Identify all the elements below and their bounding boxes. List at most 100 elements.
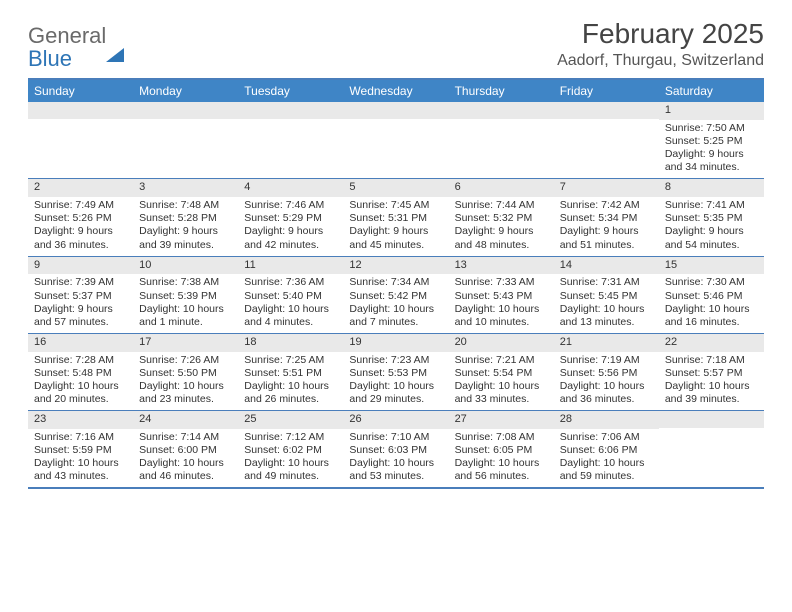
daylight-text: Daylight: 10 hours and 29 minutes. bbox=[349, 380, 442, 406]
sunrise-text: Sunrise: 7:50 AM bbox=[665, 122, 758, 135]
calendar-week: 1Sunrise: 7:50 AMSunset: 5:25 PMDaylight… bbox=[28, 102, 764, 178]
daylight-text: Daylight: 10 hours and 10 minutes. bbox=[455, 303, 548, 329]
title-block: February 2025 Aadorf, Thurgau, Switzerla… bbox=[557, 18, 764, 70]
day-details: Sunrise: 7:31 AMSunset: 5:45 PMDaylight:… bbox=[554, 274, 659, 333]
sunset-text: Sunset: 5:51 PM bbox=[244, 367, 337, 380]
day-number: 3 bbox=[133, 179, 238, 197]
sunset-text: Sunset: 5:42 PM bbox=[349, 290, 442, 303]
day-number bbox=[449, 102, 554, 119]
calendar-cell: 17Sunrise: 7:26 AMSunset: 5:50 PMDayligh… bbox=[133, 334, 238, 410]
sunrise-text: Sunrise: 7:18 AM bbox=[665, 354, 758, 367]
day-number: 28 bbox=[554, 411, 659, 429]
day-number bbox=[659, 411, 764, 428]
day-number: 16 bbox=[28, 334, 133, 352]
day-details: Sunrise: 7:49 AMSunset: 5:26 PMDaylight:… bbox=[28, 197, 133, 256]
sunrise-text: Sunrise: 7:42 AM bbox=[560, 199, 653, 212]
sunrise-text: Sunrise: 7:48 AM bbox=[139, 199, 232, 212]
calendar-cell-empty bbox=[449, 102, 554, 178]
day-number: 7 bbox=[554, 179, 659, 197]
day-number: 25 bbox=[238, 411, 343, 429]
calendar: SundayMondayTuesdayWednesdayThursdayFrid… bbox=[28, 78, 764, 489]
day-number: 12 bbox=[343, 257, 448, 275]
sunset-text: Sunset: 5:39 PM bbox=[139, 290, 232, 303]
day-number: 21 bbox=[554, 334, 659, 352]
daylight-text: Daylight: 10 hours and 36 minutes. bbox=[560, 380, 653, 406]
sunset-text: Sunset: 5:40 PM bbox=[244, 290, 337, 303]
daylight-text: Daylight: 9 hours and 48 minutes. bbox=[455, 225, 548, 251]
daylight-text: Daylight: 10 hours and 26 minutes. bbox=[244, 380, 337, 406]
sunset-text: Sunset: 5:45 PM bbox=[560, 290, 653, 303]
calendar-cell: 19Sunrise: 7:23 AMSunset: 5:53 PMDayligh… bbox=[343, 334, 448, 410]
day-number: 27 bbox=[449, 411, 554, 429]
daylight-text: Daylight: 9 hours and 34 minutes. bbox=[665, 148, 758, 174]
sunset-text: Sunset: 5:46 PM bbox=[665, 290, 758, 303]
calendar-cell-empty bbox=[28, 102, 133, 178]
daylight-text: Daylight: 9 hours and 39 minutes. bbox=[139, 225, 232, 251]
sunrise-text: Sunrise: 7:10 AM bbox=[349, 431, 442, 444]
day-details: Sunrise: 7:30 AMSunset: 5:46 PMDaylight:… bbox=[659, 274, 764, 333]
sunrise-text: Sunrise: 7:44 AM bbox=[455, 199, 548, 212]
calendar-week: 23Sunrise: 7:16 AMSunset: 5:59 PMDayligh… bbox=[28, 410, 764, 487]
logo-text: General Blue bbox=[28, 24, 124, 70]
calendar-cell: 13Sunrise: 7:33 AMSunset: 5:43 PMDayligh… bbox=[449, 257, 554, 333]
sunset-text: Sunset: 5:29 PM bbox=[244, 212, 337, 225]
day-number: 19 bbox=[343, 334, 448, 352]
day-details: Sunrise: 7:19 AMSunset: 5:56 PMDaylight:… bbox=[554, 352, 659, 411]
day-details: Sunrise: 7:48 AMSunset: 5:28 PMDaylight:… bbox=[133, 197, 238, 256]
calendar-cell: 24Sunrise: 7:14 AMSunset: 6:00 PMDayligh… bbox=[133, 411, 238, 487]
calendar-cell: 12Sunrise: 7:34 AMSunset: 5:42 PMDayligh… bbox=[343, 257, 448, 333]
calendar-cell: 28Sunrise: 7:06 AMSunset: 6:06 PMDayligh… bbox=[554, 411, 659, 487]
location-text: Aadorf, Thurgau, Switzerland bbox=[557, 52, 764, 70]
sunset-text: Sunset: 5:54 PM bbox=[455, 367, 548, 380]
sunrise-text: Sunrise: 7:39 AM bbox=[34, 276, 127, 289]
daylight-text: Daylight: 10 hours and 49 minutes. bbox=[244, 457, 337, 483]
calendar-cell: 15Sunrise: 7:30 AMSunset: 5:46 PMDayligh… bbox=[659, 257, 764, 333]
day-header-cell: Tuesday bbox=[238, 80, 343, 102]
day-header-cell: Friday bbox=[554, 80, 659, 102]
daylight-text: Daylight: 10 hours and 39 minutes. bbox=[665, 380, 758, 406]
day-details: Sunrise: 7:14 AMSunset: 6:00 PMDaylight:… bbox=[133, 429, 238, 488]
calendar-cell: 14Sunrise: 7:31 AMSunset: 5:45 PMDayligh… bbox=[554, 257, 659, 333]
day-number: 1 bbox=[659, 102, 764, 120]
day-number: 10 bbox=[133, 257, 238, 275]
calendar-cell: 20Sunrise: 7:21 AMSunset: 5:54 PMDayligh… bbox=[449, 334, 554, 410]
calendar-cell-empty bbox=[238, 102, 343, 178]
sunset-text: Sunset: 5:50 PM bbox=[139, 367, 232, 380]
sunrise-text: Sunrise: 7:23 AM bbox=[349, 354, 442, 367]
sunrise-text: Sunrise: 7:46 AM bbox=[244, 199, 337, 212]
day-number: 22 bbox=[659, 334, 764, 352]
day-header-cell: Saturday bbox=[659, 80, 764, 102]
calendar-cell-empty bbox=[133, 102, 238, 178]
day-number bbox=[343, 102, 448, 119]
calendar-week: 2Sunrise: 7:49 AMSunset: 5:26 PMDaylight… bbox=[28, 178, 764, 255]
sunset-text: Sunset: 5:34 PM bbox=[560, 212, 653, 225]
sunset-text: Sunset: 5:37 PM bbox=[34, 290, 127, 303]
calendar-cell: 4Sunrise: 7:46 AMSunset: 5:29 PMDaylight… bbox=[238, 179, 343, 255]
sunset-text: Sunset: 5:28 PM bbox=[139, 212, 232, 225]
sunrise-text: Sunrise: 7:19 AM bbox=[560, 354, 653, 367]
sunrise-text: Sunrise: 7:36 AM bbox=[244, 276, 337, 289]
calendar-cell: 9Sunrise: 7:39 AMSunset: 5:37 PMDaylight… bbox=[28, 257, 133, 333]
daylight-text: Daylight: 10 hours and 1 minute. bbox=[139, 303, 232, 329]
sunset-text: Sunset: 6:05 PM bbox=[455, 444, 548, 457]
daylight-text: Daylight: 10 hours and 13 minutes. bbox=[560, 303, 653, 329]
sunset-text: Sunset: 6:00 PM bbox=[139, 444, 232, 457]
sunrise-text: Sunrise: 7:38 AM bbox=[139, 276, 232, 289]
day-number bbox=[238, 102, 343, 119]
calendar-cell-empty bbox=[659, 411, 764, 487]
day-number: 6 bbox=[449, 179, 554, 197]
calendar-cell: 3Sunrise: 7:48 AMSunset: 5:28 PMDaylight… bbox=[133, 179, 238, 255]
calendar-cell: 27Sunrise: 7:08 AMSunset: 6:05 PMDayligh… bbox=[449, 411, 554, 487]
day-details: Sunrise: 7:44 AMSunset: 5:32 PMDaylight:… bbox=[449, 197, 554, 256]
day-header-row: SundayMondayTuesdayWednesdayThursdayFrid… bbox=[28, 80, 764, 102]
sunset-text: Sunset: 6:03 PM bbox=[349, 444, 442, 457]
sunrise-text: Sunrise: 7:26 AM bbox=[139, 354, 232, 367]
day-header-cell: Thursday bbox=[449, 80, 554, 102]
day-details: Sunrise: 7:46 AMSunset: 5:29 PMDaylight:… bbox=[238, 197, 343, 256]
sunrise-text: Sunrise: 7:30 AM bbox=[665, 276, 758, 289]
sunrise-text: Sunrise: 7:25 AM bbox=[244, 354, 337, 367]
calendar-cell: 16Sunrise: 7:28 AMSunset: 5:48 PMDayligh… bbox=[28, 334, 133, 410]
calendar-cell: 6Sunrise: 7:44 AMSunset: 5:32 PMDaylight… bbox=[449, 179, 554, 255]
day-details: Sunrise: 7:25 AMSunset: 5:51 PMDaylight:… bbox=[238, 352, 343, 411]
day-number: 9 bbox=[28, 257, 133, 275]
